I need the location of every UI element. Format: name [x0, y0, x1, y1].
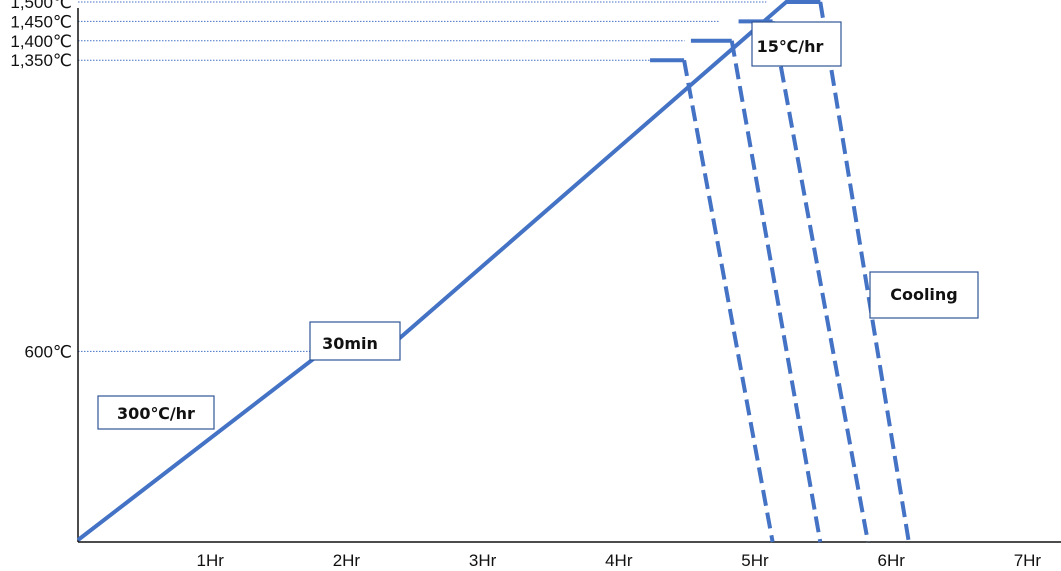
axes — [77, 8, 1061, 543]
y-tick-labels: 600℃ 1,350℃1,400℃1,450℃1,500℃ — [10, 0, 72, 361]
x-tick-label: 4Hr — [605, 551, 633, 570]
cooling-line — [682, 59, 775, 543]
y-tick-label: 1,400℃ — [10, 32, 72, 51]
annotation-cooling: Cooling — [869, 271, 979, 319]
annotation-box — [751, 21, 842, 67]
reference-guides — [78, 1, 767, 352]
heating-line — [76, 0, 821, 542]
annotation-30min: 30min — [309, 321, 401, 361]
annotation-text: 15℃/hr — [757, 37, 824, 56]
annotation-text: Cooling — [890, 285, 958, 304]
annotation-box — [309, 321, 401, 361]
annotation-300: 300℃/hr — [97, 395, 215, 430]
cooling-line — [770, 21, 870, 543]
x-tick-labels: 1Hr 2Hr 3Hr 4Hr 5Hr 6Hr 7Hr — [196, 551, 1041, 570]
annotation-15: 15℃/hr — [751, 21, 842, 67]
y-tick-label: 1,500℃ — [10, 0, 72, 12]
annotation-text: 30min — [322, 334, 378, 353]
annotation-text: 300℃/hr — [117, 404, 195, 423]
x-tick-label: 2Hr — [333, 551, 361, 570]
y-tick-label: 1,450℃ — [10, 12, 72, 31]
heating-curve — [76, 0, 821, 542]
x-tick-label: 1Hr — [196, 551, 224, 570]
y-tick-label: 1,350℃ — [10, 51, 72, 70]
y-tick-label: 600℃ — [25, 342, 72, 361]
x-tick-label: 5Hr — [741, 551, 769, 570]
annotation-box — [869, 271, 979, 319]
annotation-box — [97, 395, 215, 430]
x-tick-label: 7Hr — [1014, 551, 1042, 570]
hold-segments — [650, 0, 911, 543]
x-tick-label: 6Hr — [877, 551, 905, 570]
x-tick-label: 3Hr — [469, 551, 497, 570]
cooling-line — [729, 40, 823, 543]
